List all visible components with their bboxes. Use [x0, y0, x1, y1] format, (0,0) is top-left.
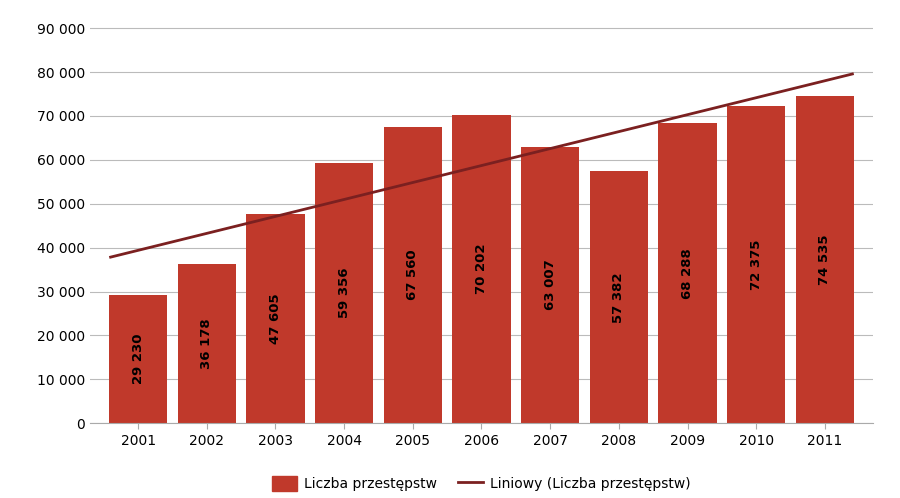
- Bar: [521, 146, 580, 423]
- Bar: [659, 124, 716, 423]
- Bar: [590, 171, 648, 423]
- Text: 59 356: 59 356: [338, 268, 351, 318]
- Bar: [315, 163, 374, 423]
- Bar: [177, 264, 236, 423]
- Text: 70 202: 70 202: [475, 244, 488, 294]
- Text: 63 007: 63 007: [544, 259, 557, 310]
- Text: 57 382: 57 382: [612, 272, 625, 323]
- Bar: [109, 295, 167, 423]
- Legend: Liczba przestępstw, Liniowy (Liczba przestępstw): Liczba przestępstw, Liniowy (Liczba prze…: [266, 469, 698, 498]
- Text: 72 375: 72 375: [750, 239, 762, 290]
- Text: 29 230: 29 230: [131, 334, 145, 384]
- Bar: [796, 96, 854, 423]
- Text: 36 178: 36 178: [201, 319, 213, 369]
- Bar: [727, 106, 786, 423]
- Text: 67 560: 67 560: [406, 249, 419, 300]
- Text: 74 535: 74 535: [818, 235, 832, 285]
- Bar: [453, 115, 510, 423]
- Text: 68 288: 68 288: [681, 248, 694, 299]
- Bar: [247, 214, 304, 423]
- Bar: [383, 126, 442, 423]
- Text: 47 605: 47 605: [269, 293, 282, 344]
